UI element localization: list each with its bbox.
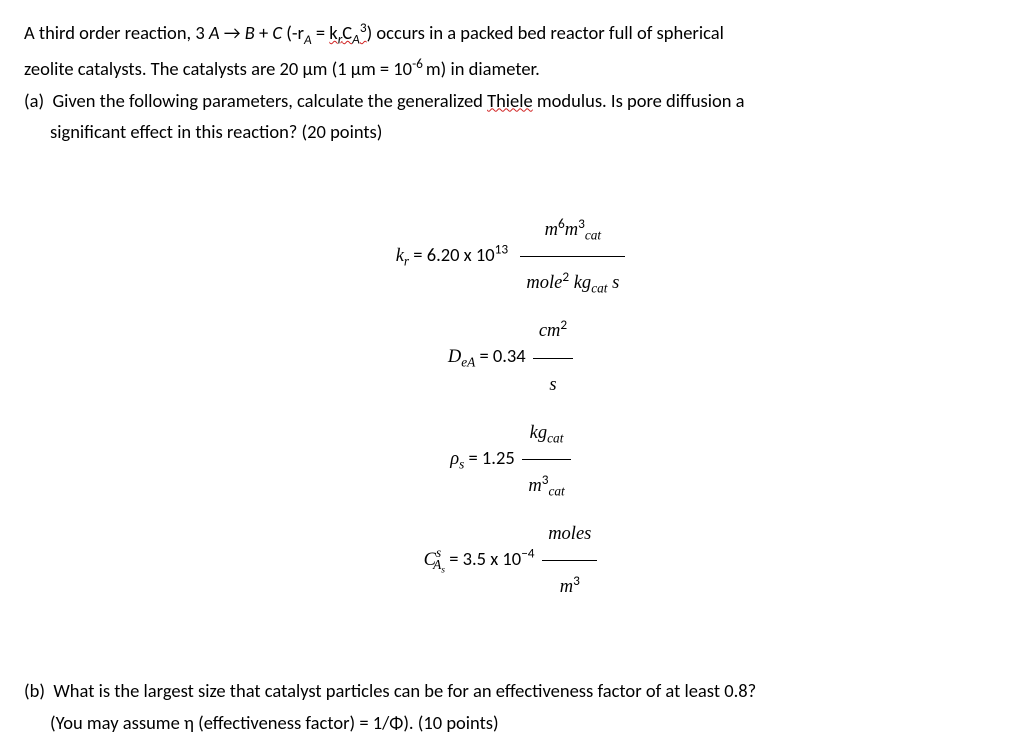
- m3: m: [565, 220, 578, 240]
- e2: 2: [560, 316, 567, 333]
- D: D: [448, 347, 461, 367]
- b2: (You may assume η (effectiveness factor)…: [50, 711, 499, 734]
- s: s: [607, 273, 619, 293]
- a3: significant effect in this reaction? (20…: [50, 120, 382, 143]
- label-a: (a): [24, 89, 44, 112]
- frac3: kgcat m3cat: [522, 409, 570, 510]
- e3s: 3: [578, 215, 585, 232]
- n6: -6: [412, 55, 426, 72]
- rho: ρ: [450, 448, 459, 468]
- eq-kr: kr = 6.20 x 1013 m6m3cat mole2 kgcat s: [24, 206, 1000, 307]
- n: m6m3cat: [520, 206, 625, 256]
- eq-rho: ρs = 1.25 kgcat m3cat: [24, 409, 1000, 510]
- v: = 0.34: [475, 344, 530, 367]
- po: (-r: [282, 21, 304, 44]
- l2b: m) in diameter.: [426, 57, 540, 80]
- label-b: (b): [24, 679, 45, 702]
- e13: 13: [495, 241, 509, 258]
- Ca: C: [342, 21, 352, 44]
- pc: ) occurs in a packed bed reactor full of…: [367, 21, 724, 44]
- v: = 1.25: [464, 445, 514, 468]
- d: m3: [542, 560, 597, 611]
- frac4: moles m3: [542, 510, 597, 611]
- e3: 3: [360, 19, 367, 36]
- m: m: [545, 220, 558, 240]
- spacer: [24, 619, 1000, 677]
- rate-law: krCA3: [329, 21, 366, 44]
- arrow: →: [220, 21, 245, 44]
- e6: 6: [558, 215, 565, 232]
- eq: =: [312, 21, 330, 44]
- eA: eA: [461, 355, 475, 370]
- CaA: A: [352, 31, 360, 48]
- d: m3cat: [522, 459, 570, 510]
- cat: cat: [547, 430, 563, 445]
- B: B: [245, 21, 255, 44]
- C: C: [272, 21, 282, 44]
- k: k: [396, 246, 404, 266]
- sA: A: [304, 31, 312, 48]
- eq-cas: CsAs = 3.5 x 10−4 moles m3: [24, 510, 1000, 611]
- d: mole2 kgcat s: [520, 256, 625, 307]
- cat2: cat: [591, 281, 607, 296]
- kg: kg: [530, 423, 547, 443]
- n: cm2: [533, 307, 573, 357]
- cm: cm: [539, 321, 561, 341]
- m: m: [528, 476, 541, 496]
- v: = 3.5 x 10: [445, 547, 521, 570]
- n: kgcat: [522, 409, 570, 459]
- part-a-line1: (a) Given the following parameters, calc…: [24, 87, 1000, 115]
- frac1: m6m3cat mole2 kgcat s: [520, 206, 625, 307]
- A: A: [209, 21, 220, 44]
- part-b-line2: (You may assume η (effectiveness factor)…: [24, 709, 1000, 736]
- b1: What is the largest size that catalyst p…: [53, 679, 756, 702]
- a2: modulus. Is pore diffusion a: [533, 89, 745, 112]
- plus: +: [255, 21, 273, 44]
- l2a: zeolite catalysts. The catalysts are 20 …: [24, 57, 412, 80]
- e3: 3: [578, 215, 585, 232]
- kg: kg: [569, 273, 591, 293]
- part-a-line2: significant effect in this reaction? (20…: [24, 118, 1000, 146]
- intro-line2: zeolite catalysts. The catalysts are 20 …: [24, 54, 1000, 83]
- t: A third order reaction, 3: [24, 21, 209, 44]
- n: moles: [542, 510, 597, 560]
- frac2: cm2 s: [533, 307, 573, 408]
- e3: 3: [573, 572, 580, 589]
- cat2: cat: [548, 483, 564, 498]
- cat: cat: [585, 228, 601, 243]
- eq-dea: DeA = 0.34 cm2 s: [24, 307, 1000, 408]
- m: m: [560, 577, 573, 597]
- subAs: As: [433, 557, 445, 572]
- en4: −4: [521, 544, 534, 561]
- a1: Given the following parameters, calculat…: [52, 89, 487, 112]
- thiele: Thiele: [487, 89, 533, 112]
- equation-block: kr = 6.20 x 1013 m6m3cat mole2 kgcat s D…: [24, 206, 1000, 611]
- mole: mole: [526, 273, 562, 293]
- intro-line1: A third order reaction, 3 A → B + C (-rA…: [24, 18, 1000, 50]
- d: s: [533, 358, 573, 409]
- v: = 6.20 x 10: [409, 243, 495, 266]
- part-b-line1: (b) What is the largest size that cataly…: [24, 677, 1000, 705]
- k: k: [329, 21, 337, 44]
